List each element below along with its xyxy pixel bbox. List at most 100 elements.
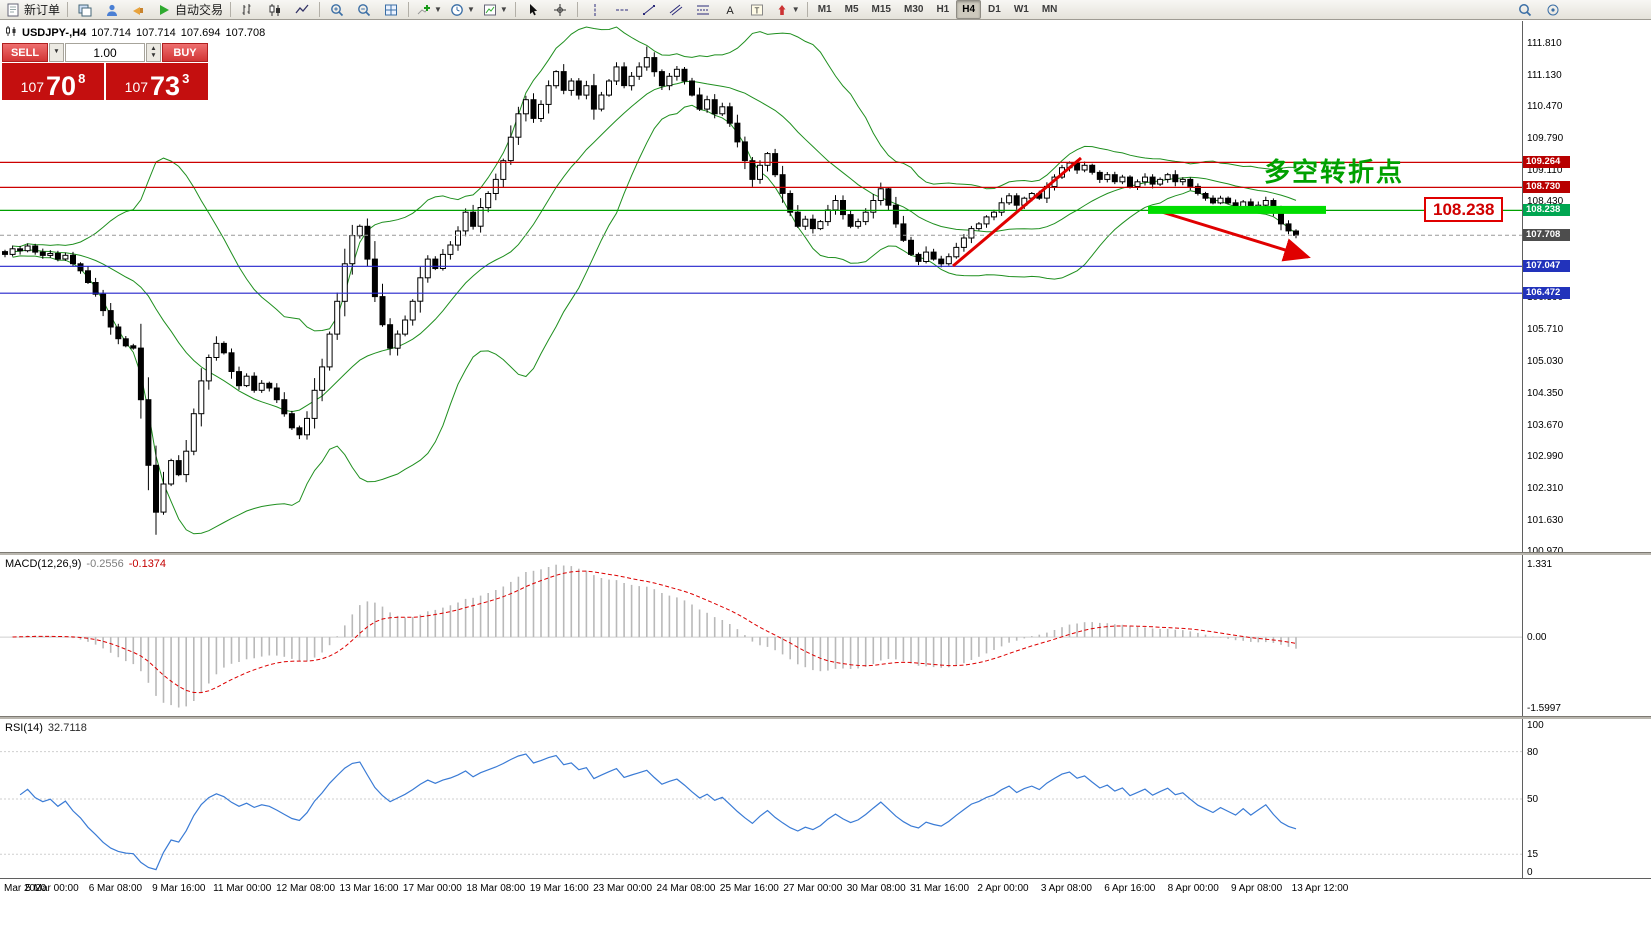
zoom-in-button[interactable]: [324, 0, 350, 20]
rsi-scale-tick: 15: [1527, 849, 1539, 861]
timeframe-w1-button[interactable]: W1: [1013, 4, 1029, 15]
crosshair-button[interactable]: [547, 0, 573, 20]
bollinger-bands: [12, 26, 1297, 535]
macd-panel[interactable]: [0, 556, 1522, 716]
ask-price-box[interactable]: 107 73 3: [106, 63, 208, 100]
tile-windows-button[interactable]: [378, 0, 404, 20]
current-price-badge: 107.708: [1523, 229, 1570, 242]
timeframe-m15-button[interactable]: M15: [871, 4, 891, 15]
order-type-dropdown[interactable]: ▼: [49, 43, 64, 62]
line-chart-mode-button[interactable]: [289, 0, 315, 20]
indicators-button[interactable]: ▼: [413, 0, 445, 20]
timeframe-m1-button[interactable]: M1: [817, 4, 832, 15]
trendline-icon: [642, 4, 655, 15]
ohlc-close: 107.708: [225, 26, 266, 39]
chevron-down-icon: ▼: [499, 5, 508, 14]
price-level-badge: 108.730: [1523, 181, 1570, 194]
symbol-title: USDJPY-,H4: [22, 26, 87, 39]
time-axis-label: 8 Apr 00:00: [1167, 883, 1219, 894]
macd-signal-line: [12, 570, 1297, 694]
sell-button[interactable]: SELL: [2, 43, 48, 62]
quick-navigation-button[interactable]: [1540, 0, 1566, 20]
time-axis-label: 13 Apr 12:00: [1291, 883, 1349, 894]
text-button[interactable]: A: [717, 0, 743, 20]
tile-windows-icon: [385, 4, 398, 15]
arrows-button[interactable]: ▼: [771, 0, 803, 20]
profiles-button[interactable]: [99, 0, 125, 20]
chevron-down-icon: ▼: [53, 48, 60, 56]
price-level-badge: 107.047: [1523, 260, 1570, 273]
timeframe-m5-button[interactable]: M5: [844, 4, 859, 15]
zoom-out-icon: [358, 3, 371, 16]
price-tick: 109.110: [1527, 164, 1563, 176]
bid-point: 8: [78, 71, 86, 86]
rsi-value: 32.7118: [47, 722, 87, 734]
macd-main-value: -0.2556: [86, 558, 124, 570]
vertical-line-button[interactable]: [582, 0, 608, 20]
chart-windows-button[interactable]: [72, 0, 98, 20]
volume-input[interactable]: [66, 44, 144, 62]
profiles-icon: [107, 4, 118, 16]
equidistant-channel-icon: [669, 4, 683, 15]
time-axis-label: 18 Mar 08:00: [466, 883, 526, 894]
splitter-macd[interactable]: [0, 552, 1651, 555]
time-axis-label: 12 Mar 08:00: [276, 883, 336, 894]
bid-pips: 70: [46, 70, 77, 101]
timeframe-mn-button[interactable]: MN: [1041, 4, 1058, 15]
one-click-trading: SELL ▼ ▲▼ BUY 107 70 8 107 73 3: [2, 43, 208, 100]
buy-button[interactable]: BUY: [162, 43, 208, 62]
rsi-panel[interactable]: [0, 720, 1522, 878]
timeframe-d1-button[interactable]: D1: [988, 4, 1001, 15]
periods-icon: [451, 3, 463, 16]
ohlc-open: 107.714: [91, 26, 131, 39]
trend-arrow-down[interactable]: [1151, 207, 1311, 262]
bid-price-box[interactable]: 107 70 8: [2, 63, 104, 100]
ask-point: 3: [182, 71, 190, 86]
macd-indicator-label: MACD(12,26,9) -0.2556 -0.1374: [5, 558, 167, 570]
price-scale[interactable]: 111.810 111.130 110.470 109.790 109.110 108.4…: [1522, 21, 1651, 878]
price-tick: 103.670: [1527, 419, 1564, 431]
price-tick: 102.310: [1527, 483, 1564, 495]
new-order-button[interactable]: 新订单: [2, 0, 63, 20]
trend-arrow-up[interactable]: [952, 156, 1082, 268]
time-axis-label: 9 Apr 08:00: [1231, 883, 1283, 894]
price-tick: 111.130: [1527, 69, 1562, 81]
periods-button[interactable]: ▼: [446, 0, 478, 20]
alerts-icon: [133, 6, 144, 15]
horizontal-line-button[interactable]: [609, 0, 635, 20]
search-button[interactable]: [1512, 0, 1538, 20]
rsi-scale-tick: 80: [1527, 746, 1539, 758]
macd-histogram: [11, 564, 1297, 708]
price-tag-label[interactable]: 108.238: [1424, 197, 1504, 222]
alerts-button[interactable]: [126, 0, 152, 20]
bar-chart-mode-button[interactable]: [235, 0, 261, 20]
timeframe-m30-button[interactable]: M30: [903, 4, 924, 15]
price-tick: 109.790: [1527, 132, 1564, 144]
cursor-button[interactable]: [520, 0, 546, 20]
rsi-scale-tick: 50: [1527, 794, 1539, 805]
equidistant-channel-button[interactable]: [663, 0, 689, 20]
zoom-out-button[interactable]: [351, 0, 377, 20]
autotrading-icon: [160, 4, 170, 15]
toolbar-separator: [67, 2, 69, 17]
timeframe-h1-button[interactable]: H1: [936, 4, 950, 15]
candlestick-mode-button[interactable]: [262, 0, 288, 20]
splitter-rsi[interactable]: [0, 716, 1651, 719]
text-label-button[interactable]: T: [744, 0, 770, 20]
trendline-button[interactable]: [636, 0, 662, 20]
symbol-ohlc: USDJPY-,H4 107.714 107.714 107.694 107.7…: [5, 25, 265, 40]
templates-button[interactable]: ▼: [479, 0, 511, 20]
autotrading-button[interactable]: 自动交易: [153, 0, 226, 20]
chart-annotation-text[interactable]: 多空转折点: [1264, 158, 1405, 188]
support-zone[interactable]: [1148, 205, 1326, 214]
fibonacci-retracement-button[interactable]: [690, 0, 716, 20]
main-chart[interactable]: [0, 21, 1522, 552]
rsi-indicator-label: RSI(14) 32.7118: [5, 722, 87, 734]
time-axis-label: 11 Mar 00:00: [213, 883, 272, 894]
price-level-badge: 109.264: [1523, 156, 1570, 169]
volume-stepper[interactable]: ▲ ▼: [146, 43, 161, 62]
time-scale[interactable]: Mar 2020 5 Mar 00:00 6 Mar 08:00 9 Mar 16:0…: [0, 878, 1651, 901]
price-tick: 108.430: [1527, 196, 1564, 208]
timeframe-h4-button[interactable]: H4: [956, 0, 982, 19]
